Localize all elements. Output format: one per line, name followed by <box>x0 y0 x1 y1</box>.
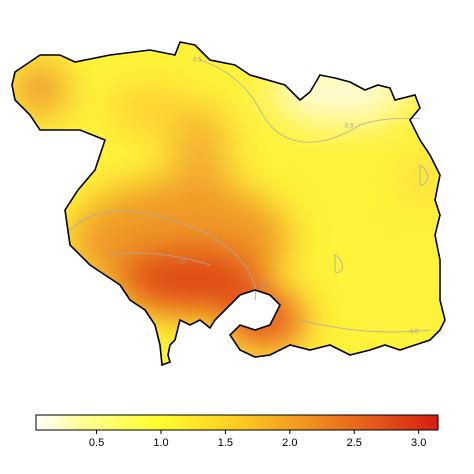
contour-label: 0.5 <box>410 330 419 336</box>
contour-lines <box>69 59 431 333</box>
contour-label: 0.5 <box>345 124 354 130</box>
colorbar-tick-label: 0.5 <box>89 437 104 449</box>
contour-label: 2.5 <box>178 260 187 266</box>
contour-label: 0.5 <box>193 58 202 64</box>
colorbar-tick-label: 2.5 <box>347 437 362 449</box>
colorbar <box>35 414 439 431</box>
colorbar-tick-label: 1.0 <box>153 437 168 449</box>
contour-label: 2.5 <box>260 284 269 290</box>
colorbar-tick-label: 1.5 <box>218 437 233 449</box>
colorbar-tick-label: 2.0 <box>282 437 297 449</box>
colorbar-tick-label: 3.0 <box>411 437 426 449</box>
